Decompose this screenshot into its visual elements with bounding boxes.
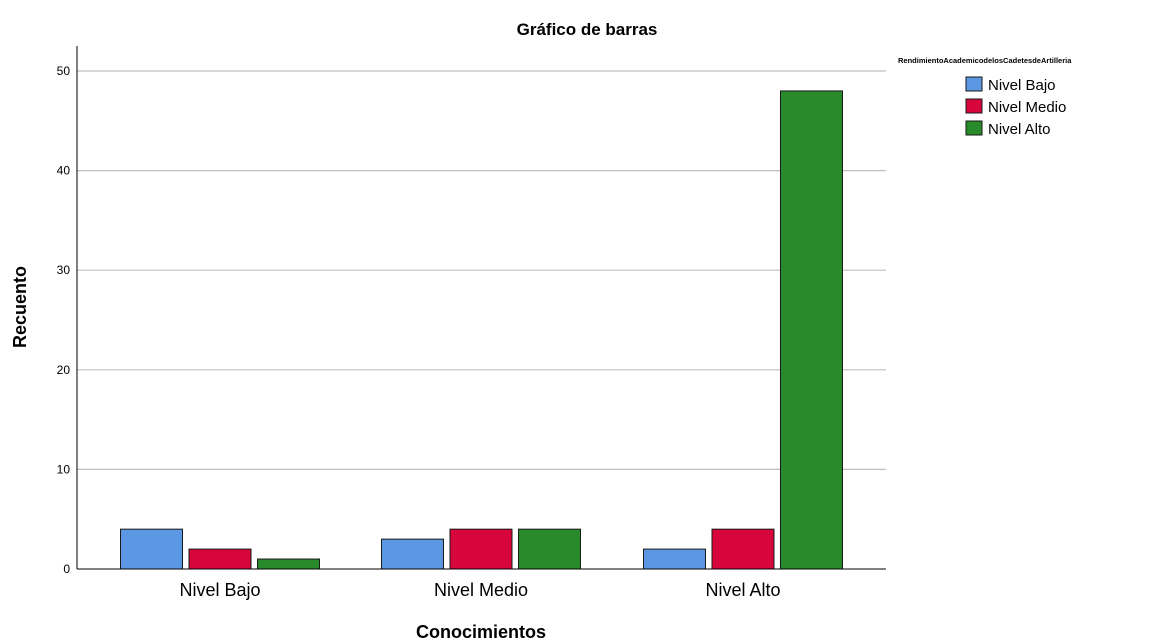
x-tick-label: Nivel Bajo xyxy=(179,580,260,600)
legend-title: RendimientoAcademicodelosCadetesdeArtill… xyxy=(898,56,1072,65)
x-tick-label: Nivel Medio xyxy=(434,580,528,600)
y-axis-title: Recuento xyxy=(10,266,30,348)
bar xyxy=(780,90,843,570)
bar xyxy=(518,528,581,570)
legend-swatch xyxy=(965,76,983,92)
legend-label: Nivel Medio xyxy=(988,99,1066,116)
bars xyxy=(120,90,843,570)
bar xyxy=(643,548,706,570)
y-tick-labels: 0 10 20 30 40 50 xyxy=(57,64,71,576)
y-tick-label: 20 xyxy=(57,363,71,377)
x-axis-title: Conocimientos xyxy=(416,622,546,641)
bar xyxy=(120,528,183,570)
legend-label: Nivel Alto xyxy=(988,121,1051,138)
y-tick-label: 50 xyxy=(57,64,71,78)
legend-swatch xyxy=(965,120,983,136)
y-tick-label: 40 xyxy=(57,164,71,178)
chart-title: Gráfico de barras xyxy=(517,20,658,39)
bar xyxy=(449,528,513,570)
y-tick-label: 30 xyxy=(57,263,71,277)
bar xyxy=(711,528,775,570)
y-tick-label: 10 xyxy=(57,462,71,476)
bar xyxy=(257,558,320,570)
y-tick-label: 0 xyxy=(63,562,70,576)
gridlines xyxy=(77,70,886,470)
bar xyxy=(188,548,252,570)
legend-label: Nivel Bajo xyxy=(988,77,1056,94)
bar xyxy=(381,538,444,570)
x-tick-label: Nivel Alto xyxy=(705,580,780,600)
x-tick-labels: Nivel Bajo Nivel Medio Nivel Alto xyxy=(179,580,780,600)
axes xyxy=(76,46,886,570)
legend-swatch xyxy=(965,98,983,114)
legend: RendimientoAcademicodelosCadetesdeArtill… xyxy=(898,56,1072,138)
